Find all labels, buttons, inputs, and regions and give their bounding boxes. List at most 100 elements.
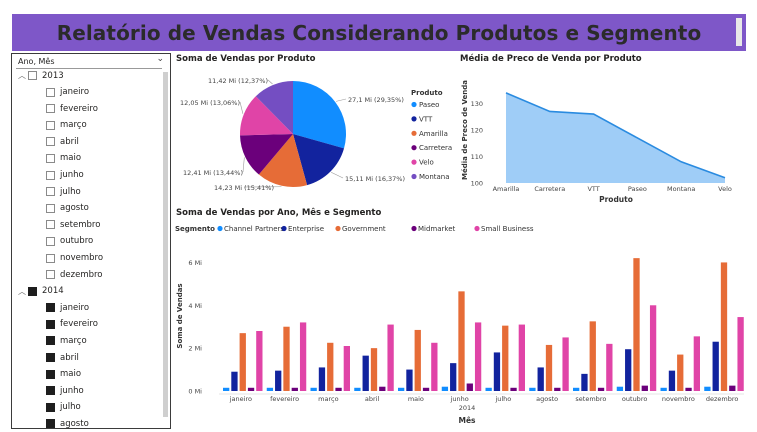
bar-enterprise — [318, 367, 326, 391]
bar-enterprise — [362, 355, 369, 391]
checkbox[interactable] — [46, 369, 55, 379]
slicer-month-label: março — [60, 120, 87, 131]
slicer-month-item[interactable]: junho — [46, 169, 84, 182]
bar-government — [283, 326, 290, 391]
bar-y-axis-label: Soma de Vendas — [176, 283, 184, 348]
bar-channel-partners — [529, 387, 536, 391]
bar-channel-partners — [660, 387, 667, 391]
slicer-month-label: agosto — [60, 203, 89, 214]
bar-government — [414, 329, 421, 391]
pie-legend-marker — [411, 173, 417, 180]
slicer-month-label: junho — [60, 385, 84, 396]
slicer-year-2014[interactable]: ︿ 2014 — [18, 285, 64, 298]
slicer-month-item[interactable]: agosto — [46, 417, 89, 428]
slicer-month-item[interactable]: agosto — [46, 202, 89, 215]
bar-legend-marker — [335, 225, 341, 232]
slicer-month-item[interactable]: fevereiro — [46, 318, 98, 331]
checkbox[interactable] — [46, 170, 55, 180]
bar-x-tick: novembro — [662, 395, 695, 403]
bar-enterprise — [275, 370, 282, 391]
report-title: Relatório de Vendas Considerando Produto… — [56, 20, 702, 45]
slicer-month-item[interactable]: maio — [46, 368, 81, 381]
checkbox[interactable] — [46, 402, 55, 412]
checkbox[interactable] — [28, 286, 37, 296]
bar-enterprise — [450, 363, 457, 391]
pie-slice-carretera — [240, 134, 293, 175]
slicer-month-item[interactable]: fevereiro — [46, 102, 98, 115]
title-scrollbar[interactable] — [736, 18, 742, 46]
chevron-down-icon[interactable]: ⌄ — [156, 54, 164, 64]
area-y-tick: 130 — [471, 100, 483, 108]
bar-midmarket — [291, 387, 298, 391]
checkbox[interactable] — [46, 253, 55, 263]
checkbox[interactable] — [46, 303, 55, 313]
checkbox[interactable] — [46, 353, 55, 362]
pie-legend-title: Produto — [411, 89, 443, 97]
slicer-month-item[interactable]: julho — [46, 185, 81, 198]
area-y-axis-label: Média de Preco de Venda — [461, 80, 469, 180]
bar-enterprise — [406, 369, 413, 391]
bar-legend-item: Government — [342, 225, 386, 233]
bar-chart[interactable]: Segmento Channel Partners Enterprise Govern… — [172, 220, 756, 430]
slicer-scrollbar[interactable] — [163, 72, 168, 417]
slicer-month-item[interactable]: abril — [46, 135, 79, 148]
pie-data-label: 27,1 Mi (29,35%) — [348, 96, 404, 104]
area-chart[interactable]: 100 110 120 130 Amarilla Carretera VTT Paseo Mon… — [456, 66, 754, 206]
pie-legend-item: Paseo — [419, 101, 439, 109]
checkbox[interactable] — [46, 87, 55, 97]
pie-leader-line — [330, 172, 344, 179]
pie-slice-velo — [240, 96, 293, 136]
checkbox[interactable] — [46, 319, 55, 329]
checkbox[interactable] — [28, 71, 37, 80]
slicer-month-item[interactable]: janeiro — [46, 86, 89, 99]
bar-small-business — [693, 336, 700, 391]
checkbox[interactable] — [46, 386, 55, 396]
pie-slice-montana — [255, 81, 293, 134]
slicer-month-item[interactable]: julho — [46, 401, 81, 414]
pie-leader-line — [335, 98, 347, 102]
pie-chart[interactable]: 27,1 Mi (29,35%) 15,11 Mi (16,37%) 14,23 M… — [174, 66, 458, 202]
slicer-month-item[interactable]: março — [46, 334, 87, 347]
slicer-month-item[interactable]: maio — [46, 152, 81, 165]
date-slicer[interactable]: Ano, Mês ⌄ ︿ 2013 janeiro fevereiro março abr… — [11, 53, 171, 429]
checkbox[interactable] — [46, 104, 55, 114]
checkbox[interactable] — [46, 203, 55, 213]
bar-channel-partners — [398, 387, 405, 391]
bar-midmarket — [335, 387, 342, 391]
checkbox[interactable] — [46, 220, 55, 230]
pie-title: Soma de Vendas por Produto — [176, 54, 316, 64]
checkbox[interactable] — [46, 120, 55, 130]
checkbox[interactable] — [46, 336, 55, 346]
slicer-month-item[interactable]: outubro — [46, 235, 93, 248]
slicer-divider — [16, 68, 162, 69]
slicer-month-item[interactable]: abril — [46, 351, 79, 364]
checkbox[interactable] — [46, 153, 55, 163]
checkbox[interactable] — [46, 419, 55, 428]
bar-government — [545, 344, 553, 391]
checkbox[interactable] — [46, 137, 55, 147]
collapse-icon[interactable]: ︿ — [18, 286, 26, 296]
bar-enterprise — [537, 367, 544, 391]
slicer-month-item[interactable]: setembro — [46, 218, 100, 231]
bar-small-business — [256, 331, 263, 391]
checkbox[interactable] — [46, 236, 55, 246]
bar-channel-partners — [573, 387, 580, 391]
slicer-month-label: setembro — [60, 219, 101, 230]
checkbox[interactable] — [46, 187, 55, 197]
slicer-month-item[interactable]: junho — [46, 384, 84, 397]
area-x-tick: Amarilla — [493, 185, 520, 193]
slicer-month-item[interactable]: novembro — [46, 252, 103, 265]
bar-enterprise — [668, 370, 676, 391]
bar-small-business — [649, 305, 657, 391]
slicer-month-label: janeiro — [60, 302, 90, 313]
pie-slice-paseo — [293, 81, 346, 149]
bar-channel-partners — [223, 387, 230, 391]
collapse-icon[interactable]: ︿ — [18, 71, 26, 80]
slicer-month-label: fevereiro — [60, 319, 98, 330]
slicer-month-item[interactable]: março — [46, 119, 87, 132]
slicer-month-item[interactable]: janeiro — [46, 301, 89, 314]
slicer-year-2013[interactable]: ︿ 2013 — [18, 69, 64, 82]
bar-x-tick: agosto — [536, 395, 558, 403]
slicer-month-item[interactable]: dezembro — [46, 268, 103, 281]
checkbox[interactable] — [46, 270, 55, 280]
